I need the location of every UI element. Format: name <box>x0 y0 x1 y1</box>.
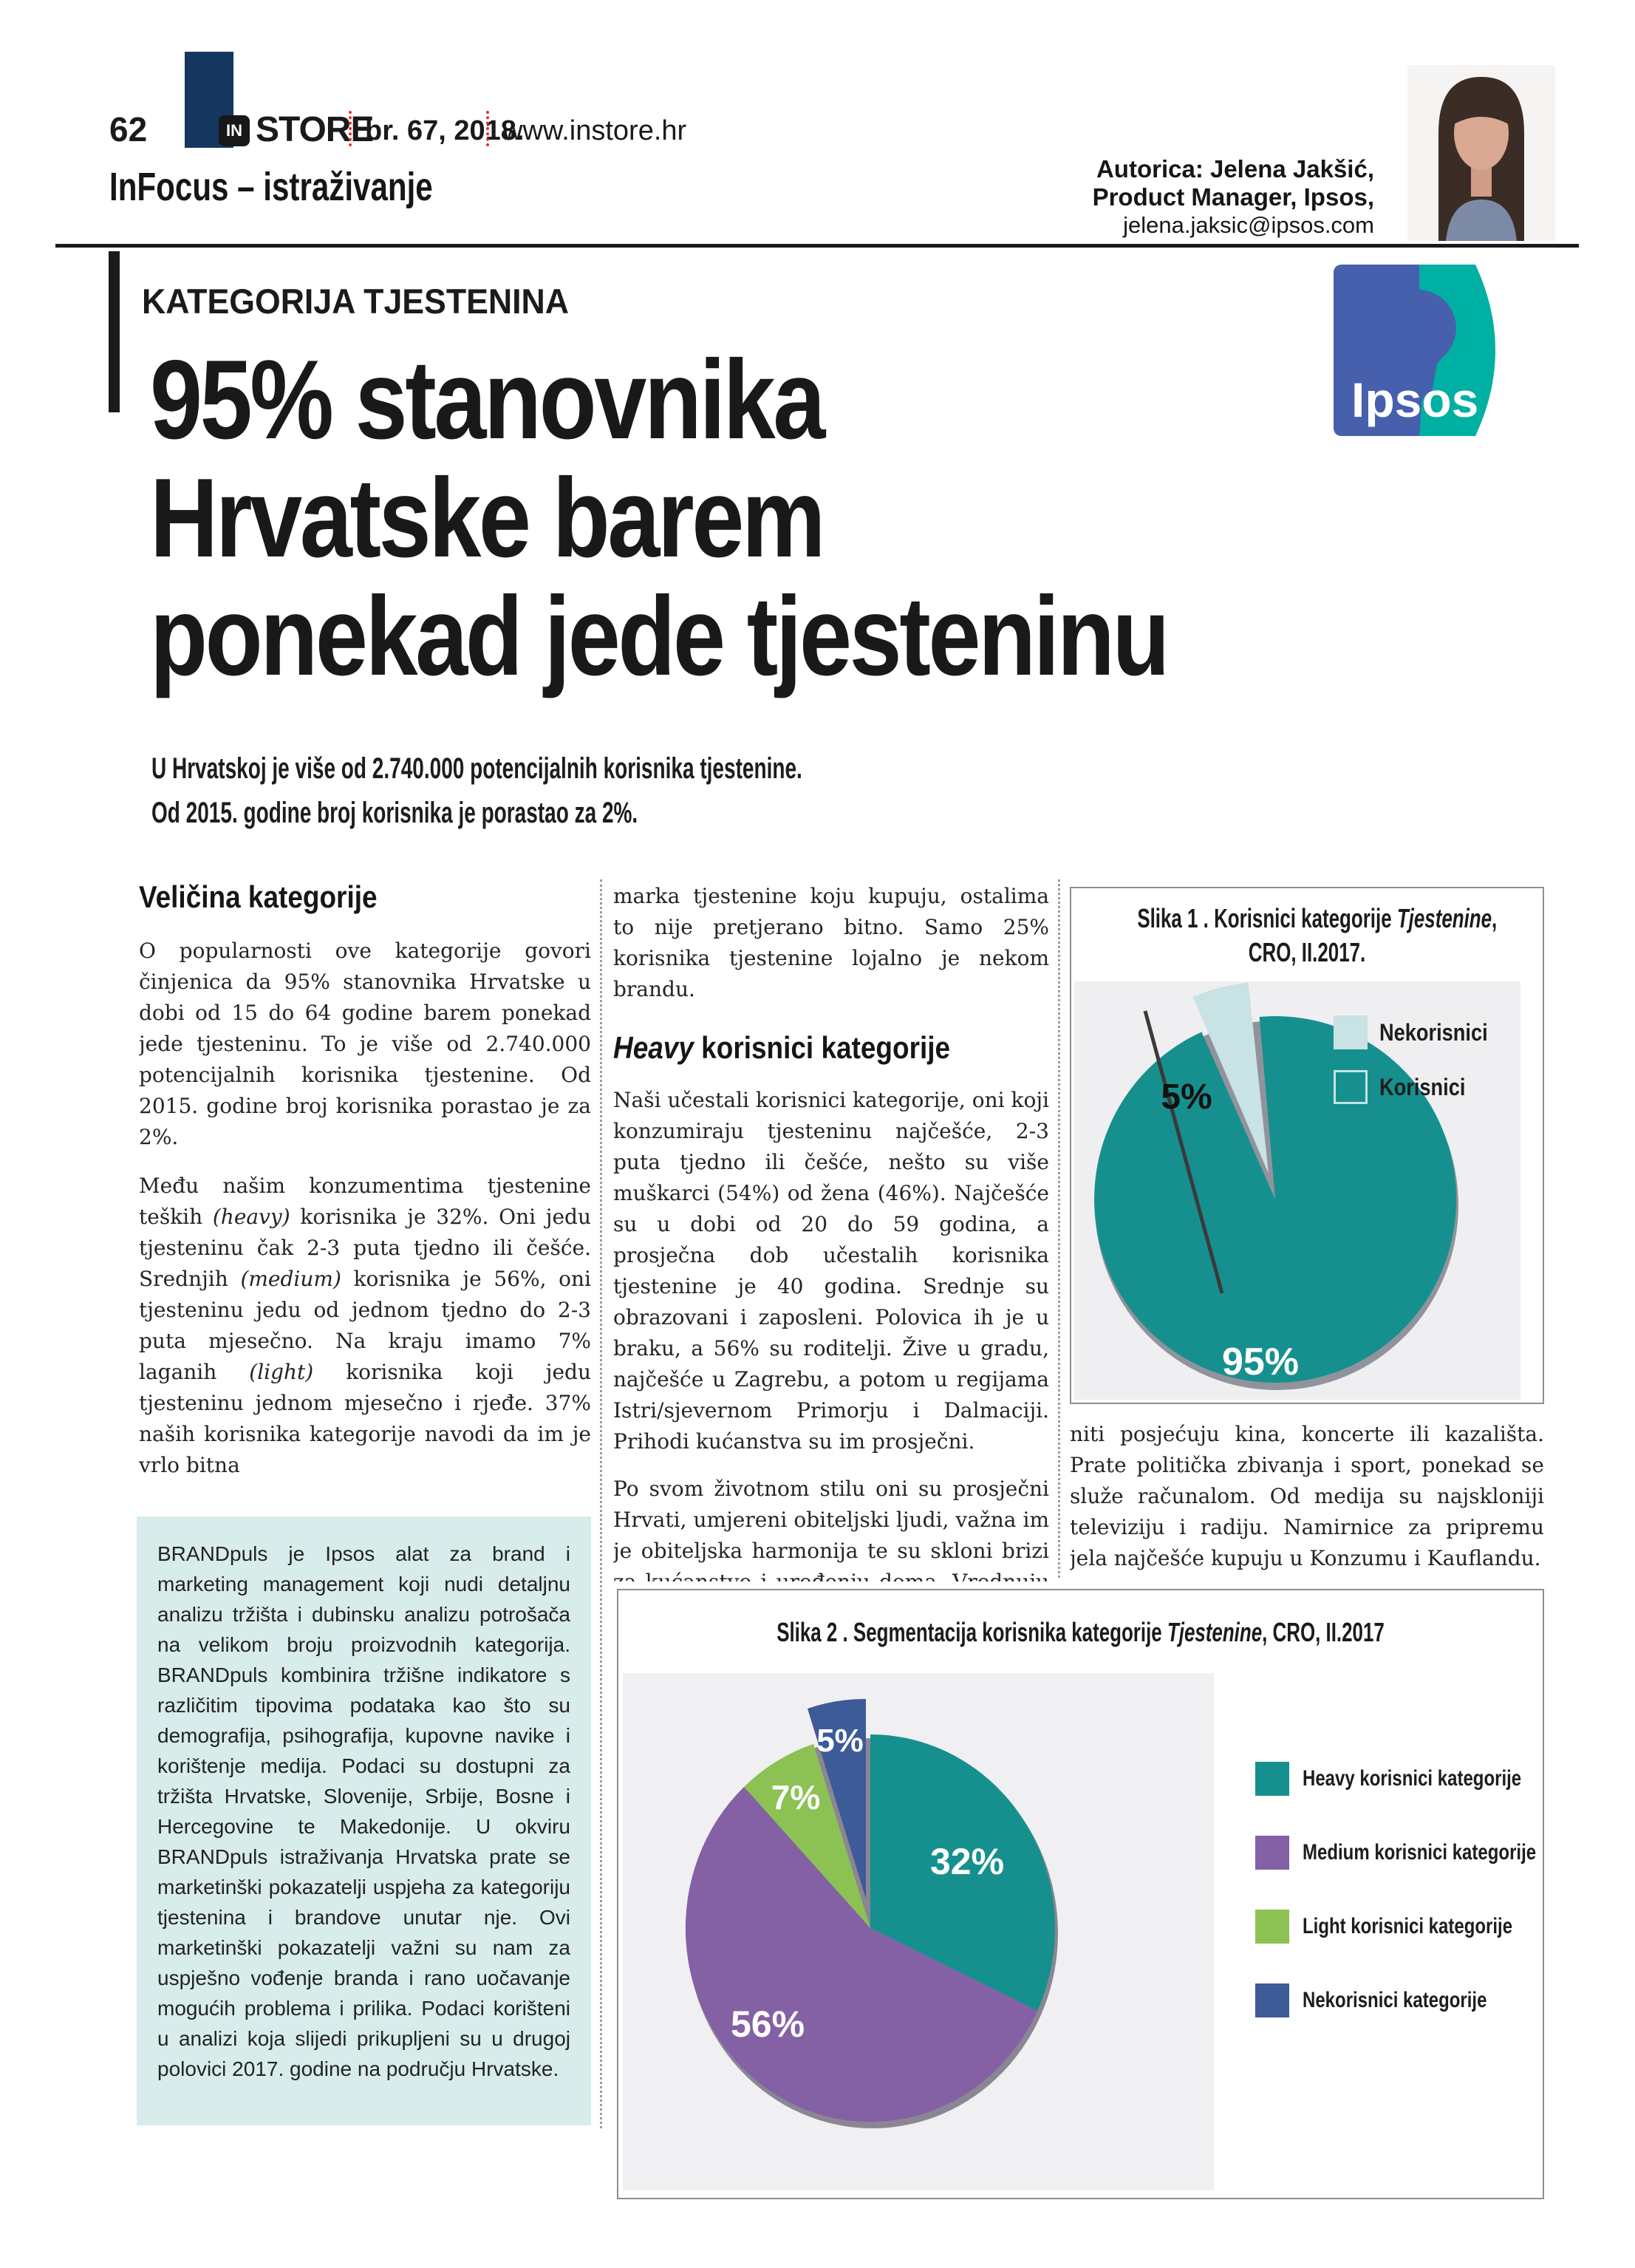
instore-logo-wordmark: STORE <box>256 110 374 149</box>
legend-swatch-nekorisnici2 <box>1255 1983 1289 2017</box>
chart-2-title-italic: Tjestenine <box>1167 1617 1263 1647</box>
chart-1-title-line-2: CRO, II.2017. <box>1248 937 1366 967</box>
legend-item-nekorisnici: Nekorisnici <box>1334 1015 1507 1049</box>
legend-swatch-light <box>1255 1910 1289 1944</box>
author-photo <box>1407 65 1555 241</box>
lead-line-2: Od 2015. godine broj korisnika je porast… <box>151 797 638 829</box>
chart-1-title-suffix: , <box>1492 903 1498 933</box>
pie1-label-95: 95% <box>1222 1341 1299 1383</box>
pie2-slice-medium <box>685 1787 1037 2122</box>
legend-label-medium: Medium korisnici kategorije <box>1303 1840 1537 1865</box>
left-paragraph-2-italic: (light) <box>249 1360 314 1384</box>
legend-label-heavy: Heavy korisnici kategorije <box>1303 1766 1522 1791</box>
column-divider-right <box>1058 879 1060 1578</box>
left-paragraph-2-italic: (medium) <box>240 1267 341 1291</box>
middle-paragraph-1: Naši učestali korisnici kategorije, oni … <box>613 1088 1049 1454</box>
left-paragraph-2-italic: (heavy) <box>212 1205 290 1229</box>
column-divider-left <box>600 879 602 2128</box>
chart-2-title: Slika 2 . Segmentacija korisnika kategor… <box>748 1617 1413 1648</box>
middle-heading-rest: korisnici kategorije <box>693 1030 951 1065</box>
pie2-label-7: 7% <box>771 1778 820 1816</box>
middle-paragraph-0: marka tjestenine koju kupuju, ostalima t… <box>613 884 1049 1001</box>
legend-label-nekorisnici: Nekorisnici <box>1379 1018 1488 1046</box>
middle-column: marka tjestenine koju kupuju, ostalima t… <box>613 881 1049 1581</box>
pie1-slice-korisnici <box>1094 1016 1457 1383</box>
header-rule <box>55 244 1579 248</box>
pie2-label-32: 32% <box>930 1841 1004 1882</box>
left-column: Veličina kategorije O popularnosti ove k… <box>139 879 591 1515</box>
legend-swatch-medium <box>1255 1836 1289 1870</box>
chart-2-plot-area: 32% 56% 7% 5% <box>623 1673 1540 2196</box>
brandpuls-info-text: BRANDpuls je Ipsos alat za brand i marke… <box>157 1542 570 2080</box>
article-kicker: KATEGORIJA TJESTENINA <box>142 282 570 321</box>
chart-2-box: Slika 2 . Segmentacija korisnika kategor… <box>617 1589 1544 2199</box>
right-column: niti posjećuju kina, koncerte ili kazali… <box>1070 1419 1544 1576</box>
legend-label-nekorisnici2: Nekorisnici kategorije <box>1303 1988 1487 2012</box>
author-email: jelena.jaksic@ipsos.com <box>1123 212 1374 238</box>
left-paragraph-2: Među našim konzumentima tjestenine teški… <box>139 1171 591 1481</box>
left-column-heading: Veličina kategorije <box>139 879 378 914</box>
legend-label-light: Light korisnici kategorije <box>1303 1914 1513 1938</box>
chart-2-title-prefix: Slika 2 . Segmentacija korisnika kategor… <box>776 1617 1167 1647</box>
chart-1-title-prefix: Slika 1 . Korisnici kategorije <box>1137 903 1397 933</box>
chart-1-title-line-1: Slika 1 . Korisnici kategorije Tjestenin… <box>1137 903 1497 934</box>
author-block: Autorica: Jelena Jakšić, Product Manager… <box>931 155 1374 239</box>
legend-swatch-korisnici <box>1334 1070 1368 1104</box>
chart-1-pie: 5% 95% <box>1094 982 1458 1390</box>
pie2-slice-nekorisnici <box>808 1698 866 1898</box>
pie2-label-56: 56% <box>731 2003 805 2045</box>
legend-item-medium: Medium korisnici kategorije <box>1255 1836 1594 1870</box>
middle-paragraph-2: Po svom životnom stilu oni su prosječni … <box>613 1477 1049 1581</box>
ipsos-wordmark: Ipsos <box>1351 372 1478 427</box>
left-paragraph-2-seg: korisnika koji jedu tjesteninu jednom mj… <box>139 1360 591 1477</box>
legend-swatch-heavy <box>1255 1762 1289 1796</box>
left-paragraph-2-seg: korisnika je 32%. Oni jedu tjesteninu ča… <box>139 1205 591 1291</box>
right-paragraph: niti posjećuju kina, koncerte ili kazali… <box>1070 1422 1544 1570</box>
pie1-pointer-line <box>1143 1010 1224 1294</box>
pie2-slice-light <box>744 1744 870 1928</box>
chart-2-legend: Heavy korisnici kategorije Medium korisn… <box>1255 1762 1594 2017</box>
chart-1-plot-area: 5% 95% <box>1074 981 1520 1400</box>
issue-number: br. 67, 2018. <box>365 115 525 146</box>
left-paragraph-2-seg: korisnika je 56%, oni tjesteninu jedu od… <box>139 1267 591 1384</box>
left-paragraph-1: O popularnosti ove kategorije govori čin… <box>139 939 591 1149</box>
instore-in-icon: IN <box>219 115 250 146</box>
pie1-label-5: 5% <box>1161 1077 1212 1117</box>
middle-heading-italic: Heavy <box>613 1030 694 1065</box>
website-url: www.instore.hr <box>502 115 687 146</box>
brandpuls-info-box: BRANDpuls je Ipsos alat za brand i marke… <box>137 1516 591 2125</box>
headline-line-3: ponekad jede tjesteninu <box>150 573 1170 699</box>
section-title: InFocus – istraživanje <box>109 165 433 209</box>
author-name-line: Autorica: Jelena Jakšić, <box>1096 155 1374 183</box>
pie1-slice-nekorisnici <box>1192 982 1269 1174</box>
left-paragraph-2-seg: Među našim konzumentima tjestenine teški… <box>139 1174 591 1229</box>
chart-2-title-suffix: , CRO, II.2017 <box>1262 1617 1385 1647</box>
ipsos-logo-image: Ipsos <box>1334 265 1495 436</box>
legend-item-light: Light korisnici kategorije <box>1255 1910 1594 1944</box>
author-portrait-image <box>1407 65 1555 241</box>
middle-column-heading: Heavy korisnici kategorije <box>613 1030 997 1066</box>
chart-2-pie: 32% 56% 7% 5% <box>623 1673 1214 2190</box>
header-separator-icon <box>486 111 489 146</box>
kicker-bar <box>109 251 120 412</box>
ipsos-logo: Ipsos <box>1334 265 1509 436</box>
chart-1-title-italic: Tjestenine <box>1396 903 1492 933</box>
chart-1-legend: Nekorisnici Korisnici <box>1334 1015 1507 1104</box>
legend-label-korisnici: Korisnici <box>1379 1073 1466 1100</box>
legend-item-nekorisnici2: Nekorisnici kategorije <box>1255 1983 1594 2017</box>
headline-line-1: 95% stanovnika <box>150 337 825 463</box>
lead-line-1: U Hrvatskoj je više od 2.740.000 potenci… <box>151 752 802 785</box>
chart-1-box: Slika 1 . Korisnici kategorije Tjestenin… <box>1070 887 1544 1404</box>
pie2-slice-heavy <box>870 1734 1055 2011</box>
legend-item-heavy: Heavy korisnici kategorije <box>1255 1762 1594 1796</box>
pie2-label-5: 5% <box>816 1723 864 1759</box>
author-role-line: Product Manager, Ipsos, <box>1092 183 1374 211</box>
header-separator-icon <box>349 111 352 146</box>
page-number: 62 <box>109 110 148 149</box>
instore-in-label: IN <box>226 121 242 140</box>
legend-item-korisnici: Korisnici <box>1334 1070 1507 1104</box>
legend-swatch-nekorisnici <box>1334 1015 1368 1049</box>
headline-line-2: Hrvatske barem <box>150 455 825 581</box>
